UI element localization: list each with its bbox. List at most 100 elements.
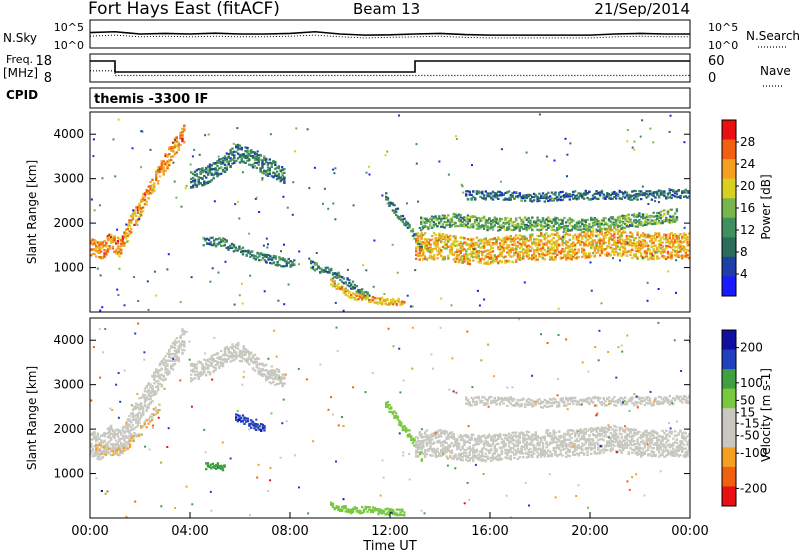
power-panel-cell-7 (450, 220, 454, 223)
power-panel-cell-6 (675, 254, 679, 257)
power-panel-cell-8 (561, 198, 564, 202)
power-panel-cell-6 (522, 236, 525, 239)
power-panel-cell-6 (588, 242, 591, 245)
power-panel-cell-1 (263, 159, 266, 162)
power-panel-cell-8 (595, 190, 598, 193)
power-panel-cell-0 (105, 250, 108, 253)
power-panel-cell-2 (220, 244, 223, 247)
velocity-panel-cell-0 (125, 427, 128, 430)
power-panel-cell-7 (490, 226, 493, 230)
power-panel-cell-8 (652, 191, 655, 194)
power-panel-cell-8 (481, 197, 484, 200)
power-panel-cell-6 (450, 243, 454, 246)
power-panel-cell-6 (627, 241, 630, 244)
power-panel-cell-6 (504, 236, 507, 239)
power-panel-cell-6 (459, 249, 462, 252)
power-panel-cell-2 (256, 256, 259, 259)
velocity-panel-cell-2 (220, 355, 223, 359)
velocity-panel-cell-2 (233, 354, 236, 357)
velocity-panel-cell-0 (113, 435, 116, 439)
power-panel-cell-6 (472, 244, 475, 247)
power-panel-cell-6 (543, 236, 546, 239)
power-panel-cell-1 (275, 175, 279, 178)
power-panel-cell-3 (366, 291, 369, 294)
power-panel-cell-1 (210, 179, 213, 182)
power-panel-cell-6 (615, 245, 618, 248)
power-panel-cell-5 (413, 234, 416, 237)
velocity-panel-cell-0 (91, 449, 95, 453)
power-panel-cell-6 (495, 257, 498, 261)
power-panel-cell-8 (523, 194, 527, 197)
power-panel-cell-1 (255, 158, 258, 161)
power-panel-cell-1 (268, 161, 271, 164)
power-panel-speckle (269, 133, 272, 136)
power-panel-cell-7 (495, 219, 498, 222)
power-panel-cell-7 (427, 227, 430, 230)
power-panel-cell-1 (203, 181, 206, 185)
velocity-panel-cell-2 (216, 356, 219, 359)
velocity-panel-cell-2 (220, 363, 223, 366)
power-panel-cell-7 (590, 226, 593, 229)
power-panel-cell-6 (518, 251, 521, 254)
velocity-panel-cell-1 (147, 422, 150, 425)
power-panel-cell-1 (201, 177, 204, 180)
power-panel-cell-1 (223, 167, 227, 170)
power-panel-speckle (254, 197, 257, 200)
power-panel-cell-6 (486, 239, 489, 242)
power-panel-cell-1 (279, 180, 282, 183)
power-panel-cell-7 (645, 213, 648, 216)
power-panel-cell-7 (525, 223, 529, 227)
power-panel-cell-8 (554, 194, 557, 197)
power-panel-cell-6 (640, 247, 643, 250)
power-panel-cell-8 (623, 191, 627, 194)
power-panel-cell-6 (500, 250, 504, 254)
power-panel-cell-6 (625, 238, 629, 241)
power-panel-cell-4 (379, 297, 382, 300)
power-panel-cell-8 (623, 196, 627, 199)
power-panel-speckle (346, 268, 349, 271)
power-panel-speckle (668, 187, 671, 190)
power-panel-cell-6 (631, 242, 634, 245)
power-panel-cell-7 (620, 216, 623, 219)
colorbar-tick-label: 24 (740, 157, 755, 171)
power-panel-speckle (520, 200, 523, 202)
velocity-panel-cell-0 (111, 428, 115, 431)
power-panel-cell-1 (208, 169, 212, 172)
power-panel-cell-6 (565, 246, 568, 250)
power-panel-cell-6 (477, 254, 480, 257)
power-panel-cell-8 (634, 190, 637, 193)
power-panel-cell-4 (366, 297, 369, 300)
power-panel-cell-6 (547, 252, 550, 255)
power-panel-cell-2 (265, 253, 268, 256)
velocity-panel-cell-1 (154, 406, 157, 409)
power-panel-colorbar-segment (722, 139, 736, 160)
power-panel-cell-6 (441, 245, 445, 249)
velocity-panel-cell-0 (160, 367, 163, 370)
power-panel-cell-6 (448, 238, 452, 241)
power-panel-cell-3 (359, 289, 362, 292)
power-panel-cell-1 (206, 172, 210, 175)
power-panel-cell-6 (686, 236, 689, 239)
power-panel-cell-1 (268, 158, 271, 161)
power-panel-cell-1 (279, 177, 282, 181)
power-panel-cell-0 (121, 237, 125, 240)
power-panel-cell-6 (656, 236, 659, 239)
power-panel-cell-6 (636, 231, 639, 234)
velocity-panel-cell-0 (93, 431, 96, 434)
velocity-panel-cell-0 (177, 356, 180, 360)
power-panel-cell-8 (497, 197, 500, 200)
power-panel-speckle (173, 180, 176, 183)
power-panel-speckle (414, 269, 417, 272)
power-panel-cell-7 (527, 221, 530, 224)
velocity-panel-cell-2 (246, 350, 249, 353)
power-panel-cell-6 (531, 257, 534, 260)
power-panel-cell-8 (627, 193, 630, 196)
power-panel-cell-5 (408, 224, 411, 228)
power-panel-cell-1 (197, 183, 200, 186)
power-panel-colorbar-segment (722, 276, 736, 297)
power-panel-cell-6 (482, 262, 486, 265)
power-panel-cell-5 (391, 202, 395, 205)
power-panel-cell-7 (604, 221, 607, 224)
power-panel-cell-8 (591, 194, 595, 197)
power-panel-cell-6 (600, 243, 604, 246)
